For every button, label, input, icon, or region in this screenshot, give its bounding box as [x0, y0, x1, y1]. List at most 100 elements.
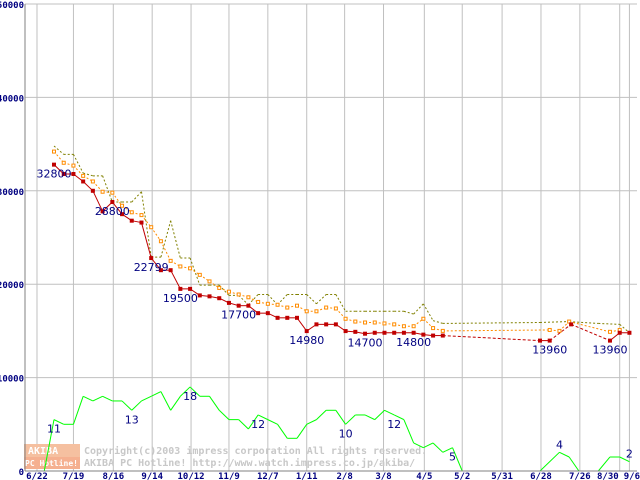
series-average-point — [431, 326, 436, 331]
series-average-point — [71, 163, 76, 168]
count-label: 5 — [449, 451, 456, 464]
series-average-point — [226, 289, 231, 294]
series-count-segment — [209, 395, 220, 411]
series-min-point — [178, 286, 183, 291]
series-average-point — [333, 306, 338, 311]
series-min-point — [538, 338, 542, 343]
count-label: 10 — [339, 427, 353, 440]
series-min-point — [285, 315, 290, 320]
series-min-segment — [140, 222, 152, 259]
x-tick-label: 1/11 — [296, 472, 318, 480]
series-count-segment — [160, 391, 172, 411]
series-average-point — [129, 210, 134, 215]
series-min-segment — [296, 317, 308, 332]
series-count-segment — [335, 410, 347, 425]
series-count-segment — [452, 447, 463, 472]
series-count-segment — [559, 451, 570, 458]
series-min-segment — [150, 257, 162, 271]
series-max-segment — [569, 321, 599, 324]
series-average-point — [304, 309, 309, 314]
series-max-segment — [432, 320, 443, 324]
series-count-segment — [92, 395, 103, 402]
copyright-text: Copyright(c)2003 impress corporation All… — [84, 445, 427, 457]
series-average-point — [440, 328, 445, 333]
series-average-point — [275, 302, 280, 307]
series-min-point — [569, 322, 574, 327]
series-min-point — [81, 179, 86, 184]
series-min-point — [411, 330, 416, 335]
series-min-point — [617, 330, 622, 335]
series-count-segment — [102, 395, 113, 402]
grid — [25, 3, 637, 471]
count-label: 12 — [387, 418, 401, 431]
series-min-point — [265, 311, 270, 316]
akiba-logo — [24, 444, 80, 457]
y-tick-label: 40000 — [0, 94, 24, 104]
x-tick-label: 4/5 — [416, 472, 432, 480]
series-average-point — [363, 320, 368, 325]
series-min-segment — [570, 323, 611, 342]
series-min — [52, 162, 632, 343]
series-max-segment — [189, 257, 201, 286]
series-min-point — [158, 268, 163, 273]
series-count-segment — [43, 419, 55, 472]
series-min-point — [353, 329, 358, 334]
count-label: 11 — [47, 423, 61, 436]
series-count-segment — [619, 456, 630, 463]
x-tick-label: 10/12 — [178, 472, 205, 480]
series-min-point — [236, 303, 241, 308]
series-min-point — [246, 303, 251, 308]
price-label: 14700 — [348, 337, 383, 350]
series-average-point — [197, 272, 202, 277]
series-average-point — [120, 203, 125, 208]
series-min-point — [372, 330, 377, 335]
series-average-point — [353, 319, 358, 324]
series-count-segment — [257, 414, 269, 421]
series-average-point — [295, 303, 299, 308]
series-min-point — [120, 212, 125, 217]
count-label: 18 — [183, 390, 197, 403]
series-min-point — [168, 268, 173, 273]
count-label: 2 — [626, 448, 633, 461]
series-count-segment — [189, 386, 201, 397]
pc-hotline-logo — [24, 457, 80, 469]
series-average-point — [372, 320, 377, 325]
series-average-point — [392, 322, 397, 327]
series-min-point — [139, 220, 144, 225]
series-min-segment — [549, 323, 572, 342]
series-count-segment — [82, 395, 94, 402]
series-average-point — [81, 173, 86, 178]
price-label: 17700 — [221, 309, 256, 322]
series-average-point — [547, 327, 552, 332]
series-average-point — [110, 190, 115, 195]
logo-bottom-text: PC Hotline! — [25, 458, 78, 468]
series-min-point — [547, 338, 552, 343]
x-tick-label: 3/8 — [375, 472, 391, 480]
series-min-point — [100, 209, 105, 214]
series-min-point — [333, 322, 338, 327]
series-average-point — [607, 329, 612, 334]
series-min-point — [607, 338, 612, 343]
series-average-point — [421, 316, 426, 321]
x-tick-label: 5/2 — [454, 472, 470, 480]
series-min-point — [314, 322, 319, 327]
x-tick-label: 9/6 — [624, 472, 640, 480]
series-count-segment — [345, 414, 356, 425]
series-max-segment — [72, 154, 84, 174]
series-average-point — [178, 264, 183, 269]
series-average-point — [236, 292, 241, 297]
series-count-segment — [413, 442, 424, 449]
series-min-point — [71, 171, 76, 176]
series-min-segment — [170, 269, 181, 290]
series-average-segment — [111, 192, 123, 207]
series-count-segment — [423, 442, 434, 449]
series-min-point — [401, 330, 406, 335]
series-count-segment — [141, 395, 152, 402]
series-min-point — [217, 296, 222, 301]
x-tick-label: 2/8 — [336, 472, 352, 480]
series-average — [52, 149, 622, 334]
series-min-point — [149, 256, 154, 261]
series-count-segment — [384, 409, 395, 416]
series-average-point — [401, 324, 406, 329]
x-tick-label: 6/28 — [530, 472, 552, 480]
